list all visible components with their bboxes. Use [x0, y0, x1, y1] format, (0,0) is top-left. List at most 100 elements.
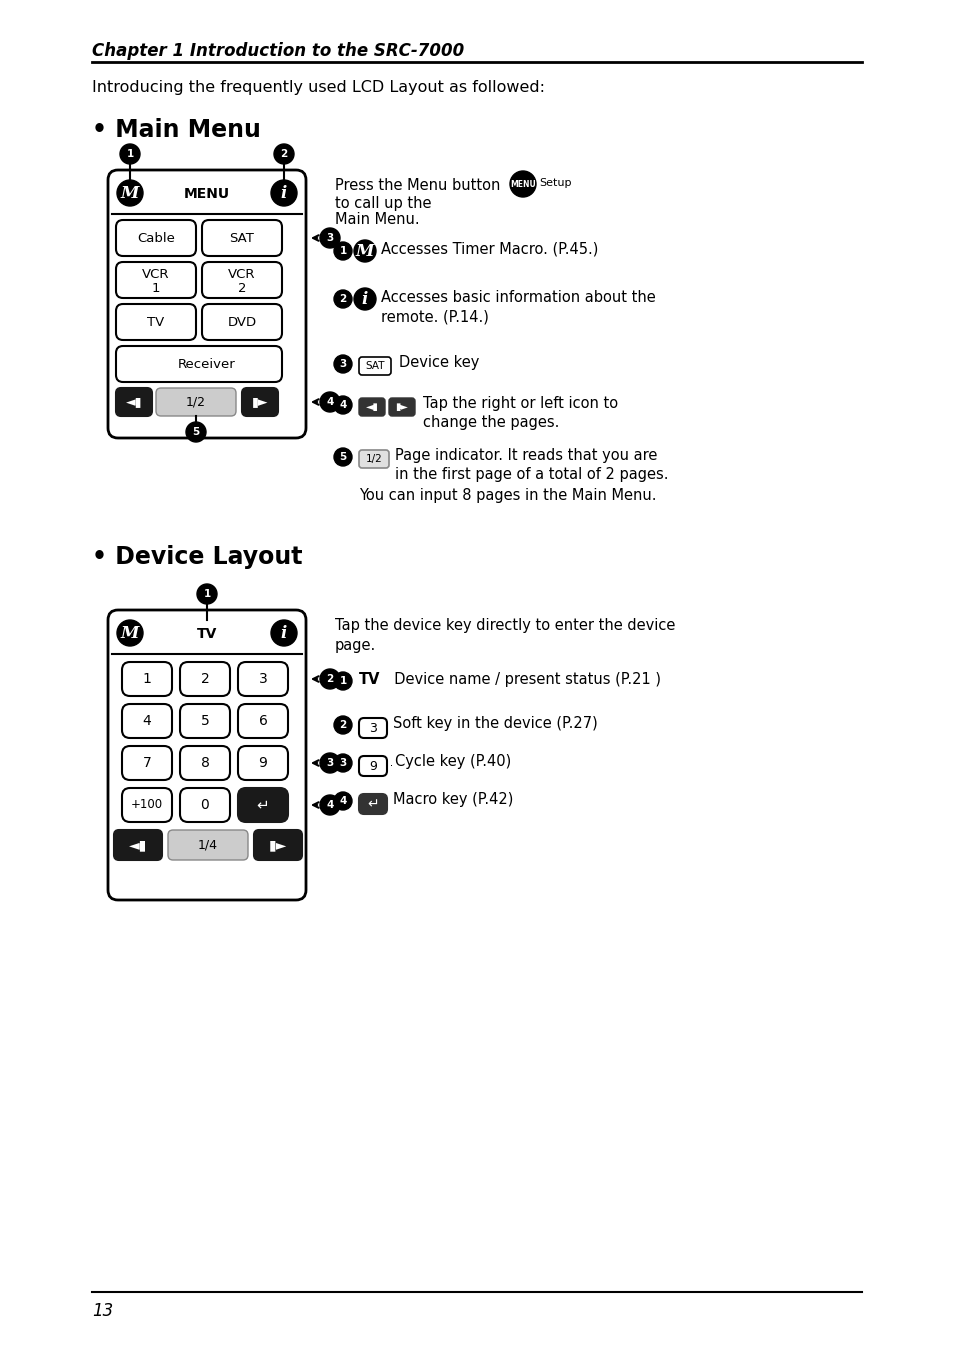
Text: 7: 7	[143, 756, 152, 771]
Text: 1/2: 1/2	[186, 396, 206, 408]
Text: 13: 13	[91, 1302, 113, 1320]
Text: 1: 1	[339, 246, 346, 256]
Text: • Device Layout: • Device Layout	[91, 545, 302, 569]
Text: in the first page of a total of 2 pages.: in the first page of a total of 2 pages.	[395, 466, 668, 483]
Text: 4: 4	[326, 800, 334, 810]
FancyBboxPatch shape	[180, 746, 230, 780]
FancyBboxPatch shape	[253, 830, 302, 860]
FancyBboxPatch shape	[358, 450, 389, 468]
Circle shape	[319, 795, 339, 815]
FancyBboxPatch shape	[116, 388, 152, 416]
FancyBboxPatch shape	[116, 262, 195, 297]
Text: M: M	[121, 625, 139, 642]
Circle shape	[319, 392, 339, 412]
Text: Press the Menu button: Press the Menu button	[335, 178, 504, 193]
Circle shape	[354, 288, 375, 310]
Text: 1: 1	[152, 281, 160, 295]
FancyBboxPatch shape	[113, 830, 162, 860]
Text: 1/2: 1/2	[365, 454, 382, 464]
FancyBboxPatch shape	[156, 388, 235, 416]
Text: SAT: SAT	[230, 231, 254, 245]
Text: 3: 3	[326, 758, 334, 768]
Text: TV: TV	[196, 627, 217, 641]
FancyBboxPatch shape	[108, 170, 306, 438]
Text: Macro key (P.42): Macro key (P.42)	[393, 792, 513, 807]
Text: i: i	[361, 291, 368, 308]
Text: 2: 2	[280, 149, 287, 160]
Text: TV: TV	[358, 672, 380, 687]
Text: M: M	[355, 243, 374, 260]
Text: 1: 1	[126, 149, 133, 160]
Circle shape	[186, 422, 206, 442]
Text: 6: 6	[258, 714, 267, 727]
Text: 4: 4	[326, 397, 334, 407]
Circle shape	[334, 356, 352, 373]
Text: 3: 3	[326, 233, 334, 243]
FancyBboxPatch shape	[358, 794, 387, 814]
Text: M: M	[121, 185, 139, 201]
Text: ▮►: ▮►	[395, 402, 408, 412]
FancyBboxPatch shape	[358, 357, 391, 375]
Circle shape	[510, 170, 536, 197]
FancyBboxPatch shape	[122, 662, 172, 696]
Circle shape	[120, 145, 140, 164]
FancyBboxPatch shape	[122, 788, 172, 822]
Circle shape	[334, 672, 352, 690]
Circle shape	[334, 717, 352, 734]
FancyBboxPatch shape	[358, 756, 387, 776]
Circle shape	[319, 228, 339, 247]
Text: ◄▮: ◄▮	[365, 402, 378, 412]
Text: You can input 8 pages in the Main Menu.: You can input 8 pages in the Main Menu.	[358, 488, 656, 503]
FancyBboxPatch shape	[122, 704, 172, 738]
FancyBboxPatch shape	[242, 388, 277, 416]
Text: MENU: MENU	[510, 180, 536, 189]
Text: 1/4: 1/4	[198, 838, 218, 852]
FancyBboxPatch shape	[108, 610, 306, 900]
Text: Receiver: Receiver	[178, 357, 235, 370]
Text: ◄▮: ◄▮	[129, 838, 147, 852]
Text: ↵: ↵	[256, 798, 269, 813]
Text: Accesses Timer Macro. (P.45.): Accesses Timer Macro. (P.45.)	[380, 242, 598, 257]
Text: Chapter 1 Introduction to the SRC-7000: Chapter 1 Introduction to the SRC-7000	[91, 42, 464, 59]
Circle shape	[319, 669, 339, 690]
Text: 1: 1	[339, 676, 346, 685]
Text: Accesses basic information about the: Accesses basic information about the	[380, 289, 655, 306]
Circle shape	[271, 621, 296, 646]
Text: Tap the right or left icon to: Tap the right or left icon to	[422, 396, 618, 411]
FancyBboxPatch shape	[237, 746, 288, 780]
FancyBboxPatch shape	[202, 262, 282, 297]
Text: Introducing the frequently used LCD Layout as followed:: Introducing the frequently used LCD Layo…	[91, 80, 544, 95]
FancyBboxPatch shape	[116, 220, 195, 256]
Text: ◄▮: ◄▮	[126, 396, 142, 408]
Text: 1: 1	[142, 672, 152, 685]
Circle shape	[319, 753, 339, 773]
Text: to call up the: to call up the	[335, 196, 431, 211]
Text: 2: 2	[339, 293, 346, 304]
Text: VCR: VCR	[228, 269, 255, 281]
Text: SAT: SAT	[365, 361, 384, 370]
Circle shape	[271, 180, 296, 206]
Text: 2: 2	[200, 672, 209, 685]
Text: 3: 3	[369, 722, 376, 734]
Text: 2: 2	[326, 675, 334, 684]
Text: MENU: MENU	[184, 187, 230, 201]
Text: 2: 2	[237, 281, 246, 295]
Text: 1: 1	[203, 589, 211, 599]
FancyBboxPatch shape	[237, 788, 288, 822]
Text: i: i	[280, 185, 287, 201]
Circle shape	[354, 241, 375, 262]
Text: Soft key in the device (P.27): Soft key in the device (P.27)	[393, 717, 598, 731]
Text: +100: +100	[131, 799, 163, 811]
Text: 4: 4	[143, 714, 152, 727]
FancyBboxPatch shape	[202, 304, 282, 339]
FancyBboxPatch shape	[237, 704, 288, 738]
Circle shape	[196, 584, 216, 604]
Text: Setup: Setup	[538, 178, 571, 188]
Text: VCR: VCR	[142, 269, 170, 281]
Text: 9: 9	[369, 760, 376, 772]
FancyBboxPatch shape	[180, 662, 230, 696]
Circle shape	[334, 448, 352, 466]
Text: 0: 0	[200, 798, 209, 813]
Text: 5: 5	[193, 427, 199, 437]
Text: ↵: ↵	[367, 796, 378, 811]
